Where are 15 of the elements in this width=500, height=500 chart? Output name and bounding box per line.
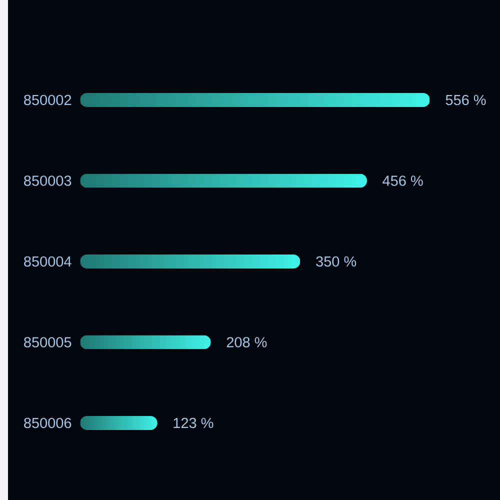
y-tick-label: 850006 — [24, 418, 72, 428]
bar — [80, 92, 430, 107]
bar — [80, 174, 368, 188]
y-tick-label: 850002 — [24, 94, 72, 106]
y-tick-label: 850003 — [24, 176, 72, 186]
y-tick-label: 850005 — [24, 337, 72, 348]
data-label: 208 % — [226, 337, 267, 348]
bar — [80, 335, 211, 350]
y-tick-label: 850004 — [24, 256, 72, 267]
data-label: 456 % — [382, 176, 423, 186]
bar — [80, 254, 300, 268]
data-label: 350 % — [316, 256, 356, 267]
data-label: 123 % — [174, 418, 214, 428]
data-label: 556 % — [446, 94, 486, 106]
bar — [80, 416, 158, 430]
